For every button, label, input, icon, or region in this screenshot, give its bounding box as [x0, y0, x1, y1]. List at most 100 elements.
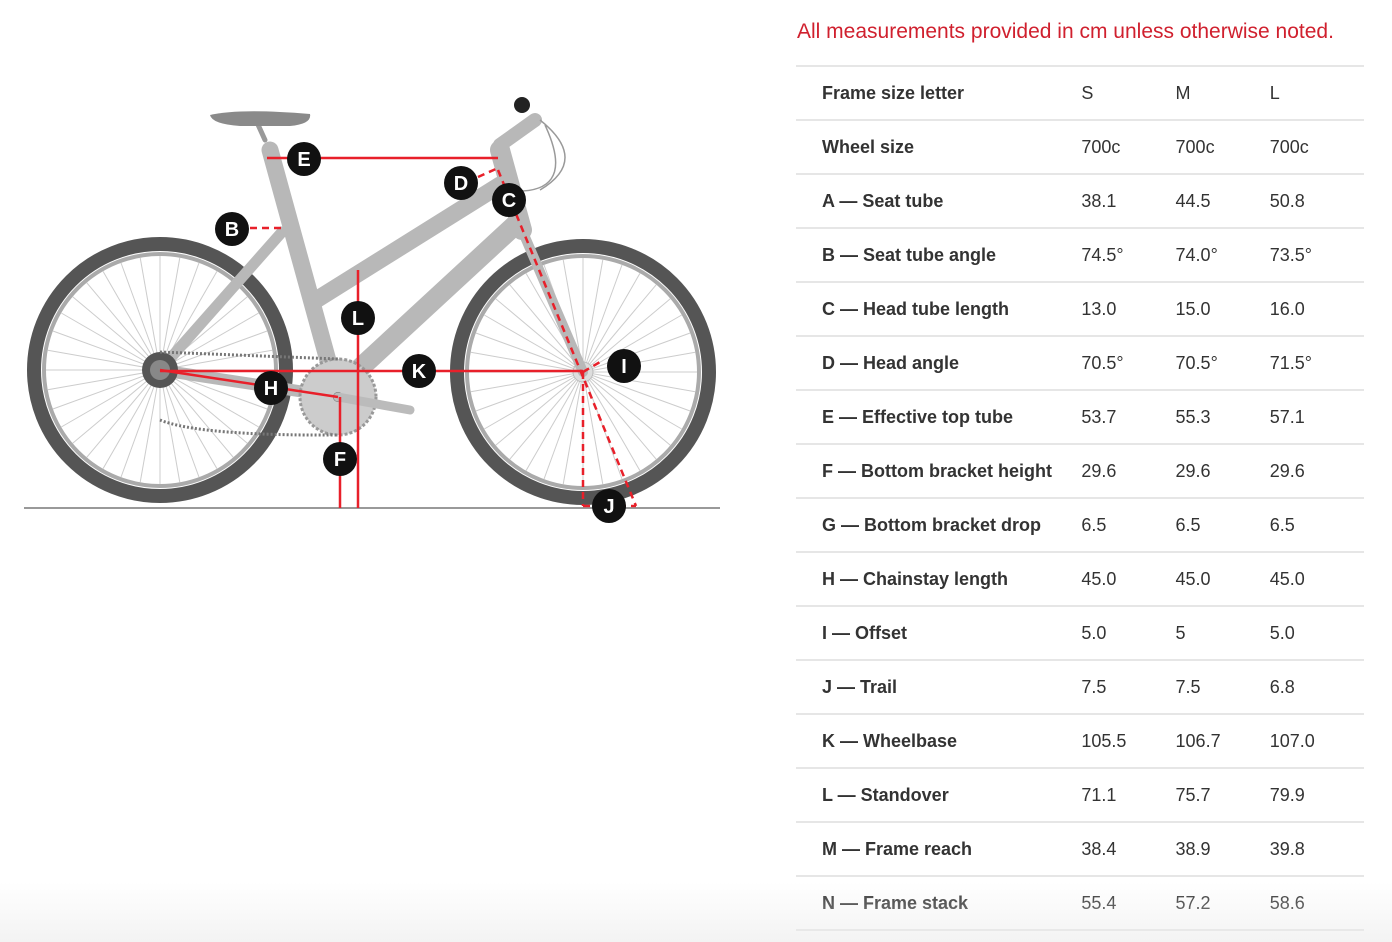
row-label: G — Bottom bracket drop: [796, 497, 1082, 552]
svg-text:J: J: [603, 496, 614, 518]
label-badge-i: I: [607, 349, 641, 383]
table-row: Wheel size 700c 700c 700c: [796, 119, 1364, 174]
table-row: G — Bottom bracket drop 6.5 6.5 6.5: [796, 497, 1364, 552]
row-label: E — Effective top tube: [796, 389, 1082, 444]
table-row: L — Standover 71.1 75.7 79.9: [796, 767, 1364, 822]
label-badge-d: D: [444, 166, 478, 200]
saddle: [210, 111, 311, 126]
value-size-m: 29.6: [1175, 443, 1270, 498]
geometry-table: Frame size letter S M L Wheel size 700c 700c 70…: [796, 65, 1364, 931]
value-size-s: 53.7: [1081, 389, 1176, 444]
label-badge-c: C: [492, 183, 526, 217]
table-row: F — Bottom bracket height 29.6 29.6 29.6: [796, 443, 1364, 498]
value-size-s: 7.5: [1081, 659, 1176, 714]
chain: [159, 350, 339, 437]
value-size-l: 5.0: [1269, 605, 1364, 660]
row-label: A — Seat tube: [796, 173, 1082, 228]
value-size-s: 700c: [1081, 119, 1176, 174]
value-size-m: 15.0: [1175, 281, 1270, 336]
value-size-l: 58.6: [1269, 875, 1364, 931]
row-label: L — Standover: [796, 767, 1082, 822]
value-size-l: 29.6: [1269, 443, 1364, 498]
value-size-s: 38.4: [1081, 821, 1176, 876]
value-size-s: 5.0: [1081, 605, 1176, 660]
table-row: N — Frame stack 55.4 57.2 58.6: [796, 875, 1364, 931]
value-size-l: 16.0: [1269, 281, 1364, 336]
row-label: Frame size letter: [796, 65, 1082, 120]
value-size-m: 75.7: [1175, 767, 1270, 822]
row-label: D — Head angle: [796, 335, 1082, 390]
value-size-l: 6.5: [1269, 497, 1364, 552]
svg-text:C: C: [502, 190, 516, 212]
row-label: F — Bottom bracket height: [796, 443, 1082, 498]
label-badge-b: B: [215, 212, 249, 246]
label-badge-h: H: [254, 371, 288, 405]
row-label: B — Seat tube angle: [796, 227, 1082, 282]
table-row: B — Seat tube angle 74.5° 74.0° 73.5°: [796, 227, 1364, 282]
value-size-m: 74.0°: [1175, 227, 1270, 282]
value-size-s: 13.0: [1081, 281, 1176, 336]
value-size-m: 700c: [1175, 119, 1270, 174]
value-size-l: 50.8: [1269, 173, 1364, 228]
value-size-l: 79.9: [1269, 767, 1364, 822]
svg-text:D: D: [454, 173, 468, 195]
value-size-l: 39.8: [1269, 821, 1364, 876]
value-size-m: 57.2: [1175, 875, 1270, 931]
row-label: C — Head tube length: [796, 281, 1082, 336]
label-badge-k: K: [402, 354, 436, 388]
value-size-m: 106.7: [1175, 713, 1270, 768]
row-label: N — Frame stack: [796, 875, 1082, 931]
value-size-s: 70.5°: [1081, 335, 1176, 390]
table-row: K — Wheelbase 105.5 106.7 107.0: [796, 713, 1364, 768]
value-size-s: 38.1: [1081, 173, 1176, 228]
handlebar-grip: [514, 97, 530, 113]
value-size-m: 70.5°: [1175, 335, 1270, 390]
label-badge-e: E: [287, 142, 321, 176]
table-row: Frame size letter S M L: [796, 65, 1364, 120]
value-size-s: 71.1: [1081, 767, 1176, 822]
label-badge-l: L: [341, 301, 375, 335]
value-size-m: 55.3: [1175, 389, 1270, 444]
row-label: I — Offset: [796, 605, 1082, 660]
value-size-s: 29.6: [1081, 443, 1176, 498]
table-row: J — Trail 7.5 7.5 6.8: [796, 659, 1364, 714]
label-badge-j: J: [592, 489, 626, 523]
row-label: Wheel size: [796, 119, 1082, 174]
value-size-s: 105.5: [1081, 713, 1176, 768]
row-label: H — Chainstay length: [796, 551, 1082, 606]
value-size-l: 700c: [1269, 119, 1364, 174]
value-size-m: 5: [1175, 605, 1270, 660]
svg-text:F: F: [334, 449, 346, 471]
svg-text:H: H: [264, 378, 278, 400]
table-row: M — Frame reach 38.4 38.9 39.8: [796, 821, 1364, 876]
svg-text:K: K: [412, 361, 427, 383]
value-size-l: 45.0: [1269, 551, 1364, 606]
value-size-s: 55.4: [1081, 875, 1176, 931]
value-size-l: 71.5°: [1269, 335, 1364, 390]
svg-text:L: L: [352, 308, 364, 330]
value-size-m: 38.9: [1175, 821, 1270, 876]
value-size-l: 107.0: [1269, 713, 1364, 768]
row-label: J — Trail: [796, 659, 1082, 714]
table-row: I — Offset 5.0 5 5.0: [796, 605, 1364, 660]
table-row: C — Head tube length 13.0 15.0 16.0: [796, 281, 1364, 336]
row-label: M — Frame reach: [796, 821, 1082, 876]
value-size-s: S: [1081, 65, 1176, 120]
value-size-m: 6.5: [1175, 497, 1270, 552]
value-size-s: 74.5°: [1081, 227, 1176, 282]
svg-text:B: B: [225, 219, 239, 241]
units-note: All measurements provided in cm unless o…: [797, 20, 1334, 43]
value-size-l: 6.8: [1269, 659, 1364, 714]
table-row: A — Seat tube 38.1 44.5 50.8: [796, 173, 1364, 228]
value-size-s: 6.5: [1081, 497, 1176, 552]
svg-text:E: E: [297, 149, 310, 171]
bike-geometry-diagram: B C D E F H I J K L: [24, 97, 720, 523]
row-label: K — Wheelbase: [796, 713, 1082, 768]
table-row: E — Effective top tube 53.7 55.3 57.1: [796, 389, 1364, 444]
value-size-s: 45.0: [1081, 551, 1176, 606]
value-size-m: 44.5: [1175, 173, 1270, 228]
value-size-m: 7.5: [1175, 659, 1270, 714]
table-row: H — Chainstay length 45.0 45.0 45.0: [796, 551, 1364, 606]
value-size-l: 73.5°: [1269, 227, 1364, 282]
value-size-l: L: [1269, 65, 1364, 120]
